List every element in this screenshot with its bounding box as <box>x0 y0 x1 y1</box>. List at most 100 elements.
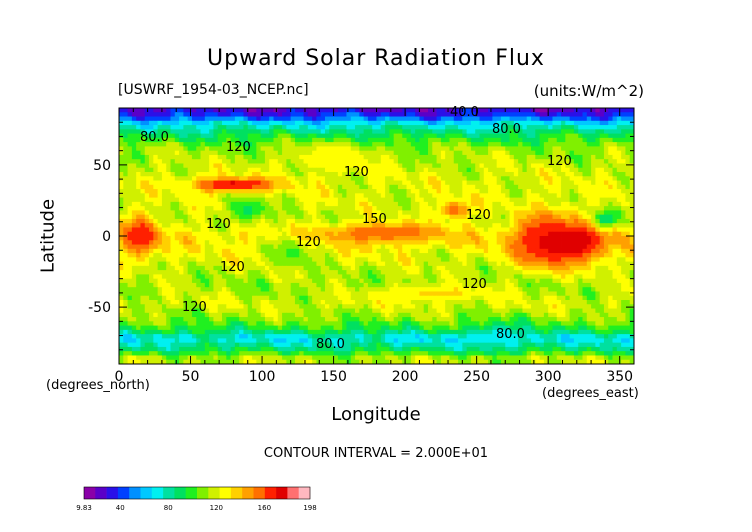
heatmap-cell <box>239 142 244 147</box>
heatmap-cell <box>136 274 141 280</box>
heatmap-cell <box>389 142 395 147</box>
heatmap-cell <box>500 214 506 220</box>
heatmap-cell <box>307 240 313 245</box>
heatmap-cell <box>123 261 128 267</box>
heatmap-cell <box>397 142 403 147</box>
heatmap-cell <box>256 108 262 113</box>
heatmap-cell <box>222 167 227 173</box>
heatmap-cell <box>552 261 558 267</box>
heatmap-cell <box>616 167 622 173</box>
heatmap-cell <box>423 137 429 143</box>
heatmap-cell <box>415 189 420 194</box>
heatmap-cell <box>269 120 274 126</box>
heatmap-cell <box>157 137 163 143</box>
heatmap-cell <box>196 129 201 134</box>
heatmap-cell <box>518 125 523 130</box>
heatmap-cell <box>522 223 528 228</box>
heatmap-cell <box>123 248 128 254</box>
heatmap-cell <box>252 278 257 284</box>
heatmap-cell <box>170 240 176 245</box>
heatmap-cell <box>561 184 566 190</box>
heatmap-cell <box>548 274 553 280</box>
heatmap-cell <box>196 159 201 164</box>
heatmap-cell <box>599 133 605 139</box>
heatmap-cell <box>320 201 326 207</box>
heatmap-cell <box>355 176 360 181</box>
heatmap-cell <box>191 257 197 262</box>
heatmap-cell <box>612 193 618 198</box>
heatmap-cell <box>213 261 219 267</box>
heatmap-cell <box>531 150 536 156</box>
heatmap-cell <box>234 180 240 186</box>
heatmap-cell <box>402 270 407 275</box>
units-label: (units:W/m^2) <box>533 82 644 100</box>
heatmap-cell <box>376 125 382 130</box>
heatmap-cell <box>161 227 167 233</box>
heatmap-cell <box>402 223 407 228</box>
heatmap-cell <box>410 236 416 241</box>
heatmap-cell <box>449 253 455 258</box>
heatmap-cell <box>230 223 236 228</box>
heatmap-cell <box>552 142 558 147</box>
heatmap-cell <box>183 248 189 254</box>
heatmap-cell <box>440 108 446 113</box>
heatmap-cell <box>149 261 154 267</box>
heatmap-cell <box>595 240 601 245</box>
heatmap-cell <box>505 218 510 224</box>
heatmap-cell <box>273 184 279 190</box>
heatmap-cell <box>359 218 365 224</box>
heatmap-cell <box>200 197 206 203</box>
heatmap-cell <box>513 163 519 169</box>
heatmap-cell <box>174 193 180 198</box>
heatmap-cell <box>277 210 283 216</box>
heatmap-cell <box>616 163 622 169</box>
heatmap-cell <box>479 112 485 117</box>
heatmap-cell <box>187 193 193 198</box>
heatmap-cell <box>222 112 227 117</box>
heatmap-cell <box>200 146 206 152</box>
heatmap-cell <box>363 125 369 130</box>
heatmap-cell <box>565 112 571 117</box>
heatmap-cell <box>548 240 553 245</box>
heatmap-cell <box>269 159 274 164</box>
heatmap-cell <box>363 120 369 126</box>
heatmap-cell <box>556 278 562 284</box>
heatmap-cell <box>500 253 506 258</box>
heatmap-cell <box>329 227 334 233</box>
heatmap-cell <box>333 248 339 254</box>
heatmap-cell <box>183 176 189 181</box>
heatmap-cell <box>127 180 133 186</box>
heatmap-cell <box>449 223 455 228</box>
heatmap-cell <box>397 154 403 160</box>
heatmap-cell <box>337 278 343 284</box>
heatmap-cell <box>526 227 532 233</box>
heatmap-cell <box>453 116 459 122</box>
heatmap-cell <box>470 189 476 194</box>
heatmap-cell <box>556 146 562 152</box>
heatmap-cell <box>393 197 399 203</box>
heatmap-cell <box>436 137 442 143</box>
heatmap-cell <box>294 120 300 126</box>
heatmap-cell <box>380 261 386 267</box>
heatmap-cell <box>127 116 133 122</box>
heatmap-cell <box>389 137 395 143</box>
heatmap-cell <box>500 274 506 280</box>
heatmap-cell <box>376 223 382 228</box>
heatmap-cell <box>539 146 545 152</box>
heatmap-cell <box>505 125 510 130</box>
heatmap-cell <box>161 112 167 117</box>
heatmap-cell <box>355 244 360 250</box>
heatmap-cell <box>612 129 618 134</box>
heatmap-cell <box>209 240 214 245</box>
heatmap-cell <box>436 167 442 173</box>
heatmap-cell <box>299 214 304 220</box>
heatmap-cell <box>500 231 506 237</box>
heatmap-cell <box>136 197 141 203</box>
heatmap-cell <box>136 236 141 241</box>
heatmap-cell <box>543 120 549 126</box>
heatmap-cell <box>466 189 472 194</box>
heatmap-cell <box>535 270 540 275</box>
heatmap-cell <box>380 231 386 237</box>
heatmap-cell <box>543 231 549 237</box>
heatmap-cell <box>170 108 176 113</box>
